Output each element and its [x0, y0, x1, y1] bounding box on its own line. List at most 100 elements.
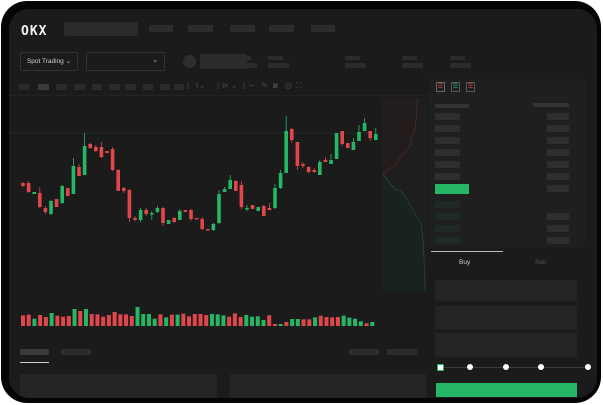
volume-bar [318, 315, 323, 326]
line-tool-icon[interactable]: ∼ [248, 81, 255, 90]
candle [38, 187, 42, 208]
candle [273, 184, 277, 209]
stat-label [450, 56, 465, 60]
ask-amount[interactable] [547, 149, 569, 156]
chart-type-icon[interactable]: ⌇⌄ [195, 81, 206, 90]
slider-step-75[interactable] [538, 364, 544, 370]
divider-icon: | [217, 81, 220, 90]
ask-amount[interactable] [547, 185, 569, 192]
orderbook-asks-icon[interactable]: ☰ [466, 82, 475, 92]
candle [362, 118, 367, 131]
candle-body [66, 188, 70, 196]
buy-tab[interactable]: Buy [459, 259, 471, 266]
orderbook-bids-icon[interactable]: ☰ [451, 82, 460, 92]
volume-bar [21, 315, 26, 326]
candle [301, 162, 305, 168]
slider-step-50[interactable] [503, 364, 509, 370]
spot-trading-dropdown[interactable]: Spot Trading ⌄ [20, 52, 78, 71]
divider [9, 95, 429, 96]
volume-bar [89, 314, 94, 326]
camera-icon[interactable]: ◙ [273, 81, 278, 90]
ask-amount[interactable] [547, 125, 569, 132]
volume-bar [227, 316, 232, 326]
candle [26, 181, 31, 193]
bid-amount[interactable] [547, 213, 569, 220]
timeframe-button[interactable] [160, 84, 170, 90]
slider-handle[interactable] [437, 364, 444, 371]
candle-body [211, 224, 216, 230]
nav-item[interactable] [269, 25, 294, 32]
settings-icon[interactable]: ◎ [285, 81, 292, 90]
ask-price[interactable] [435, 137, 460, 144]
candlestick-chart[interactable] [9, 9, 429, 339]
ask-amount[interactable] [547, 161, 569, 168]
bid-amount[interactable] [547, 225, 569, 232]
bid-price[interactable] [435, 201, 460, 208]
timeframe-button[interactable] [19, 84, 29, 90]
tab-order-history[interactable] [61, 349, 91, 355]
tab-open-orders[interactable] [20, 349, 49, 355]
pair-name [200, 54, 247, 69]
nav-item[interactable] [188, 25, 213, 32]
nav-item[interactable] [149, 25, 173, 32]
candle [54, 199, 59, 207]
timeframe-button[interactable] [143, 84, 153, 90]
candle-body [278, 173, 283, 188]
candle-body [284, 131, 288, 173]
price-input[interactable] [435, 280, 577, 301]
ask-price[interactable] [435, 173, 460, 180]
volume-bar [307, 319, 312, 326]
candle-body [206, 229, 210, 231]
amount-input[interactable] [435, 306, 577, 329]
amount-slider[interactable] [439, 367, 589, 368]
pair-select[interactable]: ⌄ [86, 52, 165, 71]
bid-price[interactable] [435, 213, 460, 220]
candle [217, 190, 221, 224]
timeframe-button[interactable] [56, 84, 67, 90]
sell-tab[interactable]: Sell [535, 259, 546, 266]
candle-body [43, 208, 48, 212]
candle-body [122, 188, 126, 191]
candle-body [26, 183, 31, 192]
bid-price[interactable] [435, 225, 460, 232]
volume-bar [175, 314, 180, 326]
candle [200, 217, 204, 230]
bid-price[interactable] [435, 237, 460, 244]
ask-price[interactable] [435, 161, 460, 168]
volume-bar [38, 315, 43, 326]
total-input[interactable] [435, 333, 577, 357]
volume-bar [78, 311, 83, 326]
filter-button[interactable] [349, 349, 379, 355]
pencil-icon[interactable]: ✎ [261, 81, 268, 90]
timeframe-button[interactable] [92, 84, 102, 90]
fullscreen-icon[interactable]: ⛶ [296, 81, 302, 90]
nav-item[interactable] [230, 25, 255, 32]
slider-step-25[interactable] [467, 364, 473, 370]
indicator-icon[interactable]: ⊳ ⌄ [222, 81, 238, 90]
ask-amount[interactable] [547, 113, 569, 120]
candle-body [250, 205, 255, 209]
timeframe-button[interactable] [109, 84, 120, 90]
bid-amount[interactable] [547, 237, 569, 244]
nav-item[interactable] [311, 25, 335, 32]
timeframe-button[interactable] [174, 84, 184, 90]
volume-bar [26, 314, 31, 326]
search-bar[interactable] [64, 22, 138, 36]
timeframe-button[interactable] [74, 84, 85, 90]
orderbook-both-icon[interactable]: ☰ [436, 82, 445, 92]
ask-amount[interactable] [547, 137, 569, 144]
volume-bar [250, 316, 255, 326]
okx-logo[interactable]: OKX [21, 24, 48, 39]
ask-price[interactable] [435, 113, 460, 120]
ask-amount[interactable] [547, 173, 569, 180]
filter-button[interactable] [387, 349, 417, 355]
ask-price[interactable] [435, 125, 460, 132]
candle-body [94, 147, 98, 151]
buy-button[interactable] [436, 383, 577, 397]
candle-body [323, 160, 328, 162]
slider-step-100[interactable] [585, 364, 591, 370]
timeframe-button-active[interactable] [38, 84, 49, 90]
candle [155, 206, 160, 213]
ask-price[interactable] [435, 149, 460, 156]
timeframe-button[interactable] [125, 84, 136, 90]
